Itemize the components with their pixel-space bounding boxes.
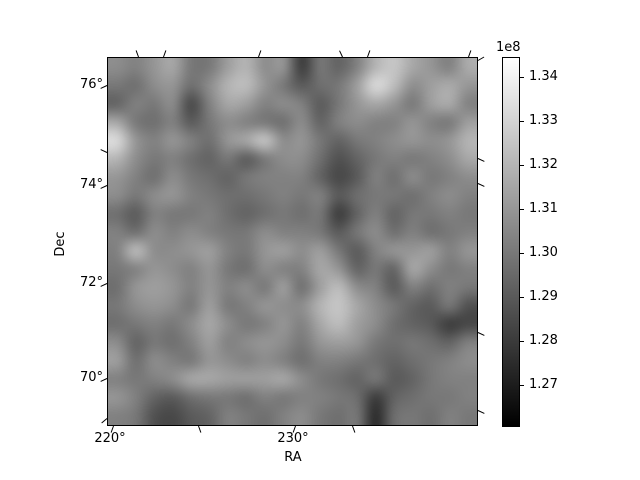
colorbar-tick-label: 1.32 — [529, 157, 558, 172]
y-tick-label: 70° — [79, 370, 103, 385]
colorbar-tick-label: 1.31 — [529, 201, 558, 216]
plot-area — [107, 57, 478, 426]
colorbar-tick-label: 1.28 — [529, 333, 558, 348]
frame-tick-right — [477, 332, 485, 336]
colorbar-tick — [520, 165, 524, 166]
colorbar-tick — [520, 253, 524, 254]
colorbar-tick — [520, 209, 524, 210]
colorbar-tick-label: 1.30 — [529, 245, 558, 260]
colorbar-tick-label: 1.33 — [529, 113, 558, 128]
frame-tick-right — [477, 183, 485, 187]
frame-tick-right — [477, 56, 485, 61]
frame-tick-right — [477, 158, 485, 162]
x-tick-label: 230° — [277, 431, 309, 446]
colorbar-tick-label: 1.27 — [529, 377, 558, 392]
y-tick-label: 74° — [79, 177, 103, 192]
colorbar-tick-label: 1.34 — [529, 69, 558, 84]
frame-tick-right — [477, 410, 485, 414]
colorbar — [502, 57, 520, 427]
colorbar-tick — [520, 341, 524, 342]
colorbar-tick — [520, 121, 524, 122]
x-axis-label: RA — [284, 450, 302, 465]
colorbar-tick — [520, 77, 524, 78]
heatmap-image — [108, 58, 477, 425]
colorbar-tick-label: 1.29 — [529, 289, 558, 304]
y-tick-label: 72° — [79, 275, 103, 290]
colorbar-tick — [520, 385, 524, 386]
frame-tick-bottom — [352, 425, 356, 433]
colorbar-tick — [520, 297, 524, 298]
x-tick-label: 220° — [94, 431, 126, 446]
frame-tick-bottom — [198, 425, 202, 433]
y-axis-label: Dec — [53, 231, 68, 257]
y-tick-label: 76° — [79, 77, 103, 92]
colorbar-offset-label: 1e8 — [496, 40, 521, 55]
